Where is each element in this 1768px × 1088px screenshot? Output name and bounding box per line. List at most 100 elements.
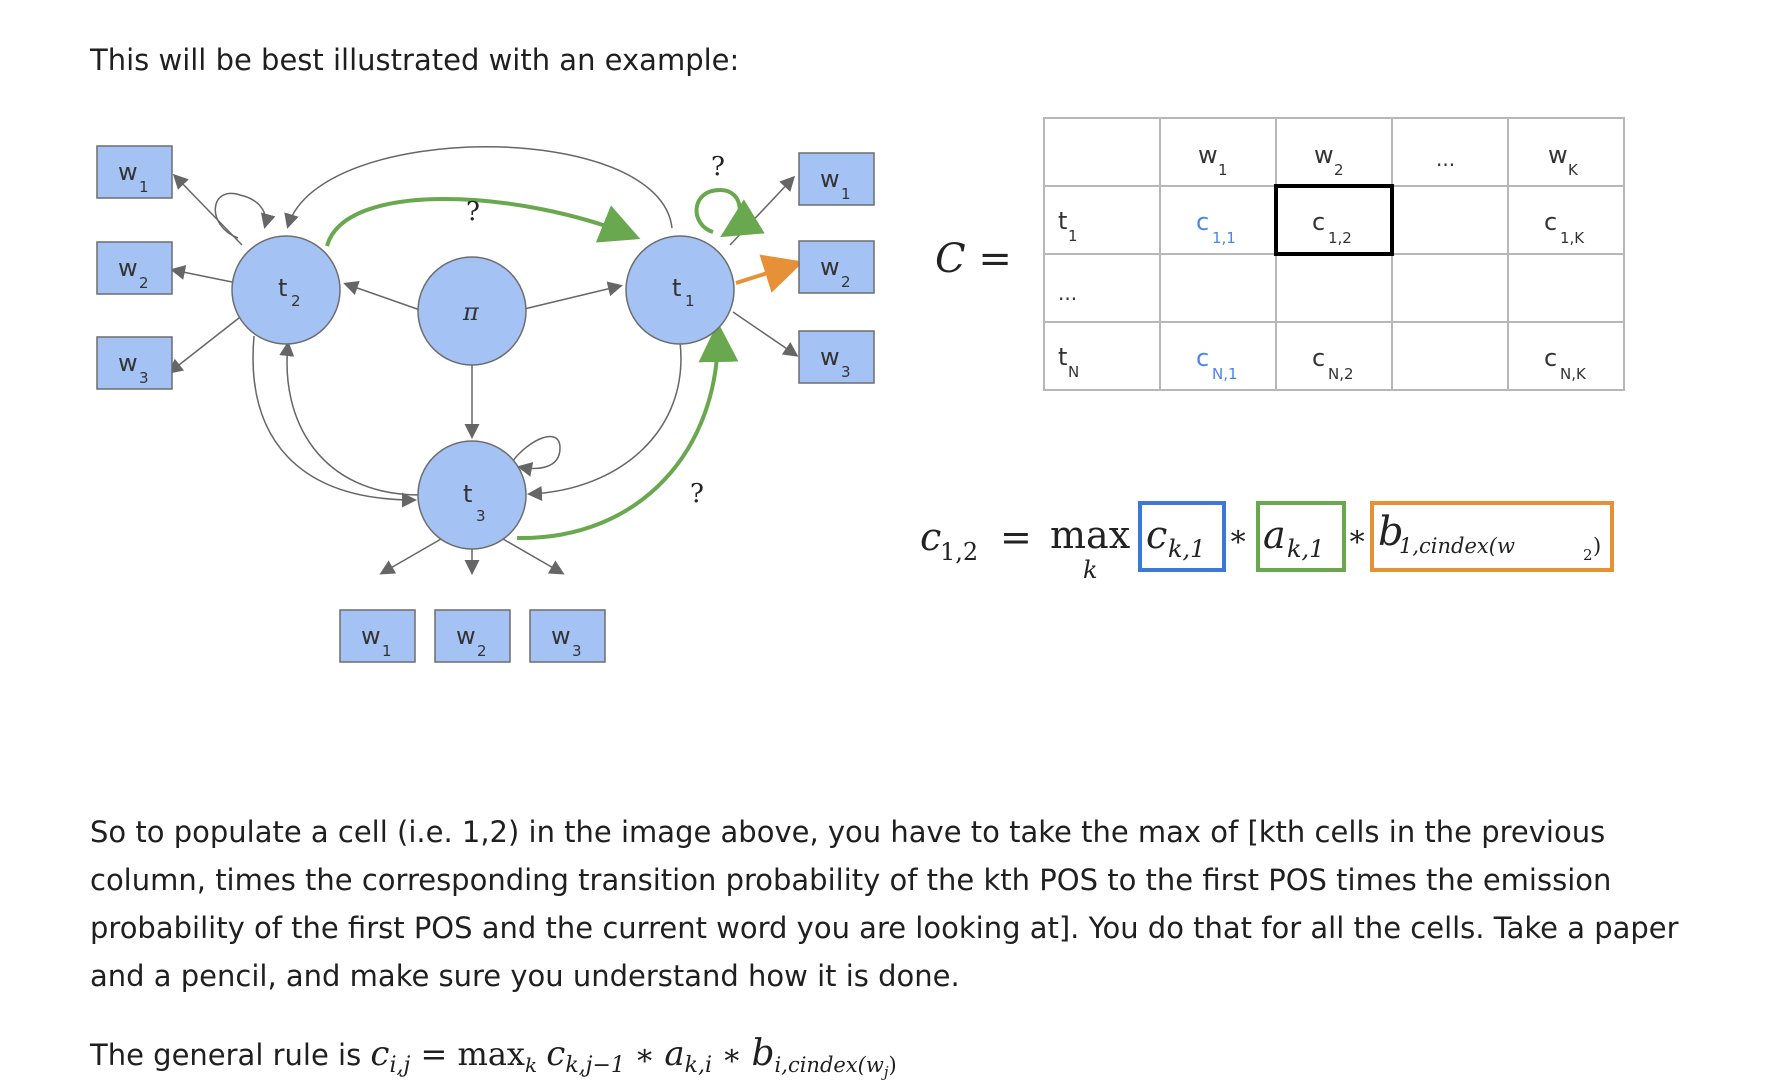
question-mark-bottom: ? [690,479,704,509]
svg-text:...: ... [1058,281,1077,305]
svg-text:c: c [1312,344,1325,372]
word-box-left-w3: w 3 [96,336,173,390]
formula-lhs-base: c [920,515,941,559]
question-mark-top: ? [466,197,480,227]
svg-text:N,2: N,2 [1328,365,1354,383]
svg-text:1,K: 1,K [1560,229,1585,247]
highlighted-emission-edge [735,254,804,293]
svg-text:t: t [1058,207,1067,235]
svg-text:2: 2 [139,274,149,292]
word-box-right-w1: w 1 [798,152,875,206]
word-box-bottom-w3: w 3 [529,609,606,663]
viterbi-matrix: C = w 1 w 2 ... w K t 1 ... t N c 1,1 [935,117,1625,391]
cell-c12: c 1,2 [1312,208,1352,247]
row-header-tn: t N [1058,343,1079,381]
cell-c11: c 1,1 [1196,208,1236,247]
svg-text:1: 1 [1068,227,1078,245]
svg-text:N,K: N,K [1560,365,1587,383]
col-header-ellipsis: ... [1436,147,1455,171]
svg-text:2: 2 [477,642,487,660]
svg-text:w: w [118,349,138,377]
intro-text: This will be best illustrated with an ex… [90,43,740,77]
word-box-left-w2: w 2 [96,241,173,295]
svg-text:w: w [820,253,840,281]
svg-text:a: a [1263,513,1286,557]
row-header-ellipsis: ... [1058,281,1077,305]
svg-text:t: t [278,274,287,302]
svg-text:1: 1 [1218,161,1228,179]
term-box-orange [1370,501,1614,572]
svg-text:w: w [820,165,840,193]
question-mark-loop: ? [711,152,725,182]
svg-text:1,1: 1,1 [1212,229,1236,247]
col-header-w1: w 1 [1198,141,1228,179]
svg-text:c: c [1312,208,1325,236]
col-header-wk: w K [1548,141,1579,179]
cell-cn1: c N,1 [1196,344,1238,383]
svg-text:2: 2 [1334,161,1344,179]
svg-text:1,2: 1,2 [1328,229,1352,247]
svg-text:w: w [1548,141,1568,169]
svg-text:1,cindex(w: 1,cindex(w [1399,534,1515,558]
svg-text:w: w [118,254,138,282]
word-box-left-w1: w 1 [96,145,173,199]
svg-text:1: 1 [382,642,392,660]
svg-text:c: c [1544,208,1557,236]
svg-text:b: b [1378,509,1404,555]
svg-text:w: w [361,622,381,650]
word-box-bottom-w1: w 1 [339,609,416,663]
svg-text:w: w [456,622,476,650]
word-box-bottom-w2: w 2 [434,609,511,663]
state-node-pi: π [417,256,527,366]
svg-text:c: c [1196,208,1209,236]
state-node-t1: t 1 [625,235,735,345]
term-box-green [1256,501,1346,572]
formula-times-2: ∗ [1347,519,1367,554]
svg-text:t: t [463,480,472,508]
formula-equals: = [1000,515,1032,559]
formula-times-1: ∗ [1228,519,1248,554]
state-node-t3: t 3 [417,440,527,550]
term-box-blue [1138,501,1226,572]
svg-text:w: w [1198,141,1218,169]
formula-max: max [1050,513,1130,557]
svg-text:3: 3 [841,363,851,381]
svg-text:w: w [551,622,571,650]
svg-text:N: N [1068,363,1079,381]
cell-cnk: c N,K [1544,344,1587,383]
svg-text:2: 2 [291,292,301,310]
svg-text:π: π [462,298,480,326]
svg-text:w: w [1314,141,1334,169]
cell-cn2: c N,2 [1312,344,1354,383]
formula-max-sub: k [1083,556,1098,584]
general-rule-prefix: The general rule is [90,1038,371,1072]
formula-lhs-sub: 1,2 [940,538,978,566]
col-header-w2: w 2 [1314,141,1344,179]
svg-text:...: ... [1436,147,1455,171]
matrix-label: C = [935,236,1012,282]
svg-text:k,1: k,1 [1287,535,1324,563]
highlighted-transition-edges [325,187,765,541]
svg-text:w: w [118,158,138,186]
state-node-t2: t 2 [231,235,341,345]
svg-text:2: 2 [1583,546,1593,564]
cell-c1k: c 1,K [1544,208,1585,247]
svg-text:c: c [1544,344,1557,372]
svg-text:3: 3 [572,642,582,660]
svg-text:3: 3 [139,369,149,387]
svg-text:2: 2 [841,273,851,291]
svg-text:k,1: k,1 [1168,535,1205,563]
word-box-right-w2: w 2 [798,240,875,294]
svg-text:N,1: N,1 [1212,365,1238,383]
word-box-right-w3: w 3 [798,330,875,384]
svg-text:w: w [820,343,840,371]
svg-text:3: 3 [476,507,486,525]
svg-text:): ) [1593,534,1601,558]
svg-text:t: t [1058,343,1067,371]
highlighted-cell-c12 [1274,184,1394,256]
svg-text:c: c [1196,344,1209,372]
svg-text:1: 1 [841,185,851,203]
svg-text:1: 1 [139,178,149,196]
hmm-graph: t 2 π t 1 t 3 w 1 w 2 w 3 w 1 w 2 [96,145,875,663]
general-rule: The general rule is ci,j = maxk ck,j−1 ∗… [90,1033,897,1081]
